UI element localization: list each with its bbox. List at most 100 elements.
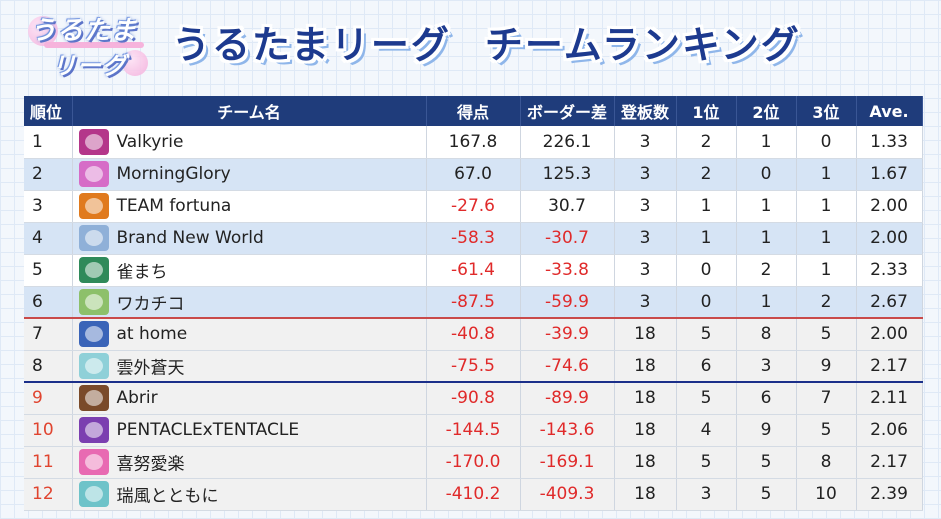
average-cell: 2.17 bbox=[856, 446, 923, 479]
score-cell: -27.6 bbox=[426, 190, 521, 223]
third-place-cell: 5 bbox=[796, 317, 857, 351]
average-cell: 2.17 bbox=[856, 350, 923, 383]
table-row: 10 PENTACLExTENTACLE -144.5 -143.6 18 4 9 5 2.06 bbox=[24, 414, 923, 447]
score-cell: -144.5 bbox=[426, 414, 521, 447]
border-diff-cell: -143.6 bbox=[520, 414, 615, 447]
team-cell: Valkyrie bbox=[72, 126, 427, 159]
table-row: 5 雀まち -61.4 -33.8 3 0 2 1 2.33 bbox=[24, 254, 923, 287]
second-place-cell: 1 bbox=[736, 126, 797, 159]
first-place-cell: 5 bbox=[676, 317, 737, 351]
rank-cell: 10 bbox=[24, 414, 73, 447]
second-place-cell: 1 bbox=[736, 222, 797, 255]
kidoairaku-emblem-icon bbox=[78, 449, 109, 475]
score-cell: -58.3 bbox=[426, 222, 521, 255]
score-cell: -87.5 bbox=[426, 286, 521, 319]
games-cell: 3 bbox=[614, 126, 677, 159]
third-place-cell: 9 bbox=[796, 350, 857, 383]
table-header-row: 順位 チーム名 得点 ボーダー差 登板数 1位 2位 3位 Ave. bbox=[24, 96, 923, 126]
rank-cell: 12 bbox=[24, 478, 73, 511]
second-place-cell: 1 bbox=[736, 190, 797, 223]
first-place-cell: 2 bbox=[676, 158, 737, 191]
table-row: 8 雲外蒼天 -75.5 -74.6 18 6 3 9 2.17 bbox=[24, 350, 923, 383]
average-cell: 2.00 bbox=[856, 190, 923, 223]
third-place-cell: 1 bbox=[796, 158, 857, 191]
rank-cell: 7 bbox=[24, 317, 73, 351]
second-place-cell: 6 bbox=[736, 381, 797, 415]
team-name: ワカチコ bbox=[116, 294, 185, 315]
page-title: うるたまリーグ チームランキング bbox=[172, 14, 920, 76]
zuifuu-emblem-icon bbox=[78, 481, 109, 507]
border-diff-cell: -33.8 bbox=[520, 254, 615, 287]
average-cell: 2.39 bbox=[856, 478, 923, 511]
team-cell: Abrir bbox=[72, 381, 427, 415]
header-score: 得点 bbox=[426, 96, 521, 126]
first-place-cell: 0 bbox=[676, 286, 737, 319]
team-name: Abrir bbox=[116, 388, 158, 409]
score-cell: -75.5 bbox=[426, 350, 521, 383]
team-name: 雀まち bbox=[116, 262, 168, 283]
border-diff-cell: -59.9 bbox=[520, 286, 615, 319]
team-name: MorningGlory bbox=[116, 164, 231, 184]
team-name: Brand New World bbox=[116, 228, 264, 248]
wakachiko-emblem-icon bbox=[78, 288, 109, 315]
second-place-cell: 2 bbox=[736, 254, 797, 287]
third-place-cell: 10 bbox=[796, 478, 857, 511]
team-cell: TEAM fortuna bbox=[72, 190, 427, 223]
header-team: チーム名 bbox=[72, 96, 427, 126]
games-cell: 18 bbox=[614, 446, 677, 479]
jyanmachi-emblem-icon bbox=[78, 257, 109, 283]
team-name: 雲外蒼天 bbox=[116, 358, 185, 379]
border-diff-cell: -39.9 bbox=[520, 317, 615, 351]
rank-cell: 9 bbox=[24, 381, 73, 415]
average-cell: 2.67 bbox=[856, 286, 923, 319]
third-place-cell: 5 bbox=[796, 414, 857, 447]
games-cell: 3 bbox=[614, 190, 677, 223]
border-diff-cell: -89.9 bbox=[520, 381, 615, 415]
border-diff-cell: -409.3 bbox=[520, 478, 615, 511]
title-league: うるたまリーグ bbox=[172, 23, 451, 67]
first-place-cell: 5 bbox=[676, 446, 737, 479]
rank-cell: 6 bbox=[24, 286, 73, 319]
second-place-cell: 1 bbox=[736, 286, 797, 319]
average-cell: 1.67 bbox=[856, 158, 923, 191]
table-row: 1 Valkyrie 167.8 226.1 3 2 1 0 1.33 bbox=[24, 126, 923, 159]
table-row: 3 TEAM fortuna -27.6 30.7 3 1 1 1 2.00 bbox=[24, 190, 923, 223]
rank-cell: 2 bbox=[24, 158, 73, 191]
border-diff-cell: 125.3 bbox=[520, 158, 615, 191]
second-place-cell: 5 bbox=[736, 478, 797, 511]
score-cell: 167.8 bbox=[426, 126, 521, 159]
brandnewworld-emblem-icon bbox=[78, 225, 109, 251]
team-name: PENTACLExTENTACLE bbox=[116, 420, 300, 440]
morningglory-emblem-icon bbox=[78, 161, 109, 187]
team-cell: 喜努愛楽 bbox=[72, 446, 427, 479]
third-place-cell: 2 bbox=[796, 286, 857, 319]
score-cell: -170.0 bbox=[426, 446, 521, 479]
table-row: 11 喜努愛楽 -170.0 -169.1 18 5 5 8 2.17 bbox=[24, 446, 923, 479]
ungaisouten-emblem-icon bbox=[78, 352, 109, 379]
score-cell: -61.4 bbox=[426, 254, 521, 287]
second-place-cell: 9 bbox=[736, 414, 797, 447]
league-logo: うるたま リーグ bbox=[26, 6, 156, 86]
team-name: 喜努愛楽 bbox=[116, 454, 185, 475]
rank-cell: 4 bbox=[24, 222, 73, 255]
team-name: 瑞風とともに bbox=[116, 486, 219, 507]
second-place-cell: 8 bbox=[736, 317, 797, 351]
logo-ribbon bbox=[44, 42, 144, 48]
games-cell: 3 bbox=[614, 286, 677, 319]
header-first: 1位 bbox=[676, 96, 737, 126]
first-place-cell: 4 bbox=[676, 414, 737, 447]
average-cell: 2.11 bbox=[856, 381, 923, 415]
score-cell: -40.8 bbox=[426, 317, 521, 351]
abrir-emblem-icon bbox=[78, 385, 109, 412]
second-place-cell: 3 bbox=[736, 350, 797, 383]
header-second: 2位 bbox=[736, 96, 797, 126]
header-average: Ave. bbox=[856, 96, 923, 126]
team-name: TEAM fortuna bbox=[116, 196, 232, 216]
ranking-table: 順位 チーム名 得点 ボーダー差 登板数 1位 2位 3位 Ave. 1 Valk… bbox=[24, 96, 923, 511]
games-cell: 18 bbox=[614, 414, 677, 447]
first-place-cell: 1 bbox=[676, 222, 737, 255]
border-diff-cell: -169.1 bbox=[520, 446, 615, 479]
score-cell: 67.0 bbox=[426, 158, 521, 191]
logo-bubble-decoration bbox=[122, 50, 148, 76]
rank-cell: 3 bbox=[24, 190, 73, 223]
